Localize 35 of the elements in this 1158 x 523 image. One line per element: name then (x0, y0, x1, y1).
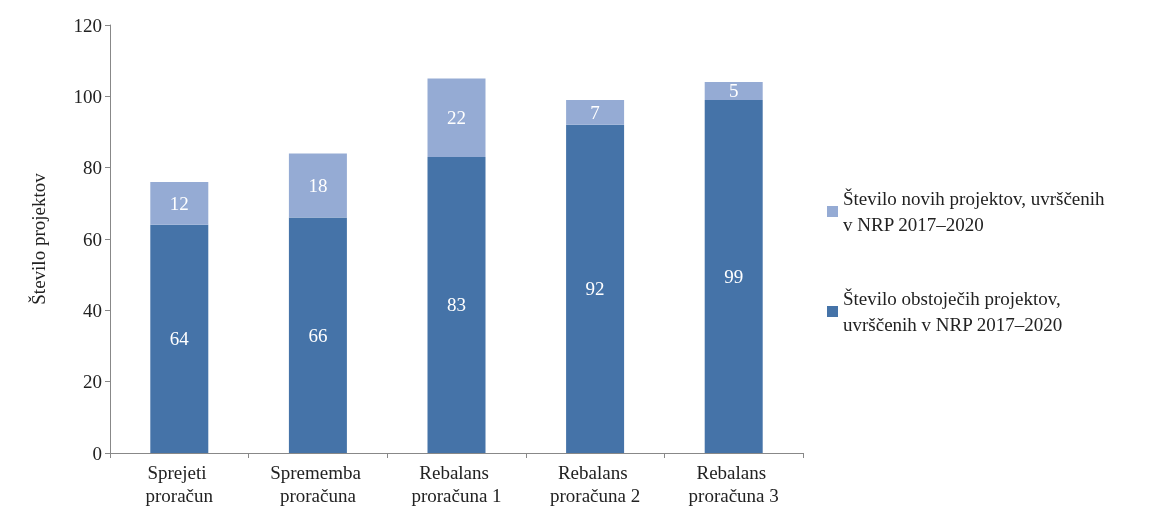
bar (704, 82, 763, 100)
bar (427, 78, 486, 157)
x-tick-label: Rebalans proračuna 1 (411, 462, 502, 506)
legend-label: Število obstoječih projektov, uvrščenih v NRP 2017–2020 (843, 288, 1066, 335)
bar (150, 224, 209, 453)
data-label: 22 (447, 107, 466, 129)
y-tick-label: 120 (73, 14, 102, 36)
y-tick-label: 0 (92, 442, 102, 464)
y-tick-label: 40 (83, 299, 102, 321)
data-label: 99 (724, 265, 744, 287)
data-label: 64 (169, 328, 190, 350)
y-tick-label: 80 (83, 157, 102, 179)
data-label: 18 (308, 175, 328, 196)
y-tick-label: 60 (83, 228, 102, 250)
bar (704, 99, 763, 453)
x-tick-label: Sprememba proračuna (270, 462, 366, 506)
data-label: 12 (169, 192, 189, 214)
y-axis-title: Število projektov (28, 172, 49, 305)
data-label: 83 (447, 294, 466, 316)
legend-label: Število novih projektov, uvrščenih v NRP 2017–2020 (843, 188, 1110, 235)
data-label: 66 (308, 324, 328, 346)
data-label: 7 (590, 101, 600, 123)
data-label: 5 (728, 80, 739, 102)
bar (288, 217, 347, 453)
data-label: 92 (585, 278, 605, 300)
bar (566, 124, 625, 453)
y-tick-label: 20 (83, 371, 102, 393)
bar (427, 156, 486, 453)
x-tick-label: Rebalans proračuna 2 (549, 462, 641, 506)
x-tick-label: Sprejeti proračun (145, 462, 214, 506)
bar (150, 181, 209, 225)
y-tick-label: 100 (73, 85, 102, 107)
bar (566, 99, 625, 125)
bar (288, 153, 347, 218)
x-tick-label: Rebalans proračuna 3 (688, 462, 779, 506)
